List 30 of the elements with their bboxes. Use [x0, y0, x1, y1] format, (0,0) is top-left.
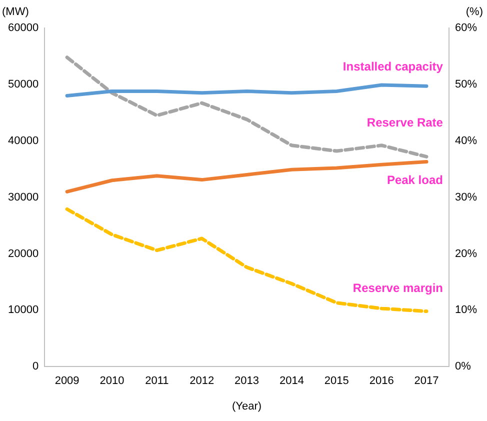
- x-tick-label: 2015: [324, 375, 349, 388]
- y-tick-label: 30000: [8, 191, 39, 204]
- x-tick-label: 2013: [234, 375, 260, 388]
- y2-tick-label: 50%: [454, 78, 478, 90]
- x-tick-label: 2010: [100, 375, 124, 388]
- y2-tick-label: 60%: [454, 22, 478, 34]
- series-label: Peak load: [386, 172, 443, 187]
- y2-tick-label: 40%: [454, 134, 478, 147]
- y2-tick-label: 0%: [454, 360, 472, 373]
- series-label: Reserve Rate: [366, 116, 444, 130]
- y2-tick-label: 30%: [454, 191, 478, 204]
- y-tick-label: 40000: [8, 134, 39, 147]
- y-tick-label: 20000: [8, 248, 39, 260]
- series-label: Reserve margin: [352, 280, 443, 295]
- y2-tick-label: 20%: [454, 248, 478, 260]
- x-tick-label: 2012: [190, 375, 214, 388]
- series-label: Installed capacity: [342, 59, 444, 74]
- x-tick-label: 2011: [145, 375, 169, 388]
- x-tick-label: 2016: [369, 375, 394, 388]
- y-tick-label: 50000: [8, 78, 39, 90]
- y-tick-label: 0: [32, 360, 39, 373]
- x-tick-label: 2009: [54, 375, 80, 388]
- x-axis-title: (Year): [232, 400, 262, 412]
- x-tick-label: 2017: [414, 375, 439, 388]
- y2-axis-title: (%): [466, 6, 483, 18]
- y-tick-label: 10000: [8, 304, 39, 316]
- y-tick-label: 60000: [8, 22, 39, 34]
- y2-tick-label: 10%: [454, 304, 478, 316]
- y-axis-title: (MW): [2, 6, 29, 18]
- x-tick-label: 2014: [279, 375, 304, 388]
